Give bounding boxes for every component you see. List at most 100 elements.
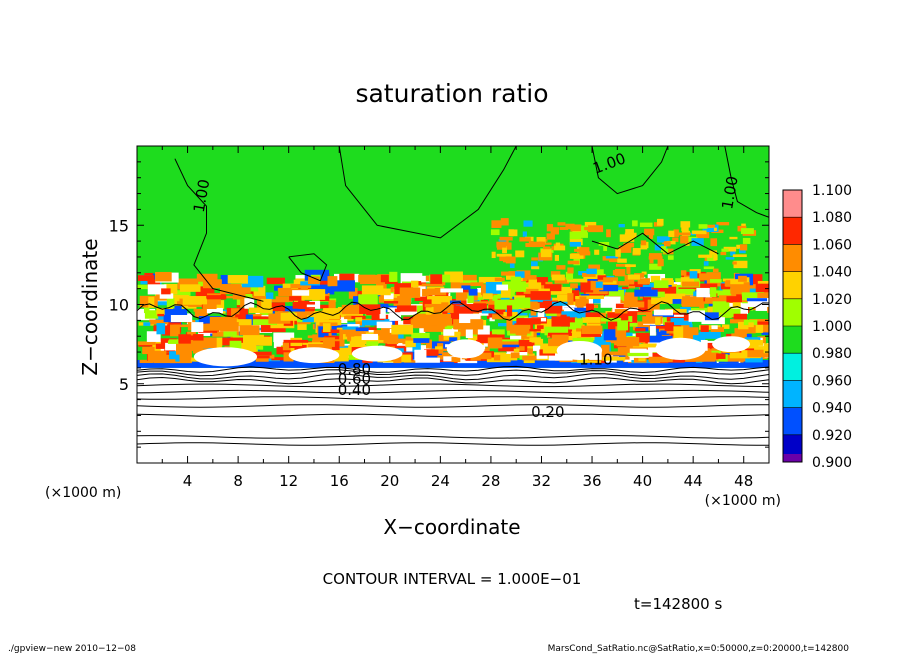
cloud-cell-upper bbox=[499, 254, 511, 262]
cloud-cell bbox=[557, 294, 572, 304]
cloud-cell bbox=[699, 331, 721, 339]
cloud-cell bbox=[277, 287, 292, 292]
cloud-cell bbox=[290, 312, 308, 320]
cloud-cell bbox=[626, 312, 651, 315]
cloud-cell bbox=[384, 301, 399, 304]
cloud-cell bbox=[651, 286, 677, 294]
cloud-cell bbox=[376, 280, 387, 291]
cloud-cell bbox=[477, 325, 490, 335]
cloud-cell-upper bbox=[508, 229, 514, 237]
cloud-cell-upper bbox=[703, 266, 715, 270]
colorbar-label: 0.920 bbox=[812, 428, 852, 444]
cloud-cell bbox=[360, 274, 386, 285]
contour-label: 0.80 bbox=[338, 360, 371, 378]
cloud-cell-upper bbox=[710, 238, 718, 247]
cloud-cell bbox=[306, 304, 317, 308]
cloud-cell-upper bbox=[643, 241, 649, 249]
cloud-cell bbox=[187, 331, 196, 336]
cloud-cell-upper bbox=[637, 278, 650, 285]
cloud-cell bbox=[149, 319, 169, 325]
cloud-cell bbox=[632, 321, 656, 331]
contour-line bbox=[338, 146, 517, 239]
cloud-cell-upper bbox=[531, 266, 540, 270]
cloud-cell-upper bbox=[614, 268, 626, 277]
colorbar-segment bbox=[783, 298, 802, 326]
cloud-cell-upper bbox=[542, 242, 552, 245]
cloud-cell bbox=[468, 288, 478, 296]
cloud-cell bbox=[530, 291, 551, 300]
colorbar-segment bbox=[783, 407, 802, 435]
contour-label: 0.20 bbox=[531, 403, 564, 421]
cloud-cell bbox=[544, 303, 563, 314]
cloud-cell bbox=[161, 288, 171, 295]
cloud-cell bbox=[449, 337, 458, 342]
cloud-cell bbox=[741, 292, 765, 301]
cloud-cell-upper bbox=[499, 236, 513, 241]
cloud-cell-upper bbox=[680, 270, 687, 276]
cloud-cell bbox=[544, 326, 569, 336]
cloud-cell bbox=[323, 308, 340, 320]
cloud-cell bbox=[182, 296, 207, 305]
cloud-cell bbox=[734, 328, 748, 334]
cloud-cell bbox=[533, 345, 541, 351]
cloud-cell bbox=[455, 292, 478, 301]
cloud-cell-upper bbox=[546, 233, 555, 240]
cloud-cell bbox=[655, 317, 661, 326]
cloud-cell bbox=[496, 284, 509, 291]
cloud-cell bbox=[241, 275, 264, 288]
cloud-cell-upper bbox=[510, 276, 522, 283]
cloud-cell bbox=[627, 352, 649, 357]
cloud-cell bbox=[576, 328, 583, 333]
cloud-cell bbox=[143, 306, 150, 314]
cloud-cell-upper bbox=[739, 248, 746, 254]
cloud-cell-upper bbox=[597, 279, 613, 283]
cloud-cell bbox=[232, 335, 252, 338]
cloud-cell bbox=[478, 276, 502, 284]
contour-line bbox=[137, 404, 769, 408]
cloud-cell-upper bbox=[565, 271, 574, 280]
cloud-cell bbox=[425, 351, 447, 361]
cloud-cell bbox=[268, 313, 291, 324]
cloud-cell bbox=[621, 286, 630, 290]
cloud-cell bbox=[561, 311, 586, 318]
cloud-cell bbox=[747, 297, 769, 307]
cloud-cell bbox=[745, 356, 763, 363]
colorbar-label: 0.960 bbox=[812, 373, 852, 389]
cloud-cell-upper bbox=[642, 281, 648, 285]
cloud-cell bbox=[486, 313, 494, 319]
cloud-cell bbox=[168, 339, 179, 344]
cloud-cell-upper bbox=[627, 274, 640, 280]
cloud-cell bbox=[156, 308, 173, 315]
cloud-cell-upper bbox=[491, 251, 496, 259]
contour-line bbox=[288, 253, 328, 282]
cloud-cell-upper bbox=[733, 260, 748, 269]
contour-line bbox=[137, 369, 769, 377]
cloud-cell bbox=[755, 283, 769, 293]
cloud-cell bbox=[664, 322, 677, 332]
cloud-cell bbox=[644, 347, 664, 359]
cloud-cell-upper bbox=[584, 221, 597, 228]
cloud-cell-upper bbox=[740, 228, 754, 235]
cloud-cell bbox=[744, 337, 761, 342]
cloud-cell-upper bbox=[695, 230, 710, 239]
cloud-cell bbox=[383, 293, 403, 300]
cloud-cell bbox=[477, 334, 497, 344]
cloud-cell bbox=[615, 326, 627, 338]
contour-line bbox=[137, 442, 769, 446]
cloud-cell bbox=[689, 332, 706, 344]
cloud-cell-upper bbox=[491, 220, 502, 228]
cloud-cell-upper bbox=[657, 258, 664, 267]
cloud-cell bbox=[411, 332, 430, 339]
cloud-cell-upper bbox=[619, 281, 635, 285]
cloud-cell bbox=[405, 340, 416, 347]
cloud-cell bbox=[648, 356, 673, 363]
cloud-hole bbox=[288, 347, 340, 364]
cloud-cell bbox=[265, 292, 274, 301]
cloud-cell-upper bbox=[532, 241, 546, 248]
x-tick-label: 48 bbox=[734, 472, 753, 490]
cloud-cell bbox=[300, 284, 309, 293]
cloud-cell bbox=[276, 346, 284, 355]
cloud-cell bbox=[600, 296, 621, 308]
cloud-cell bbox=[687, 307, 708, 312]
